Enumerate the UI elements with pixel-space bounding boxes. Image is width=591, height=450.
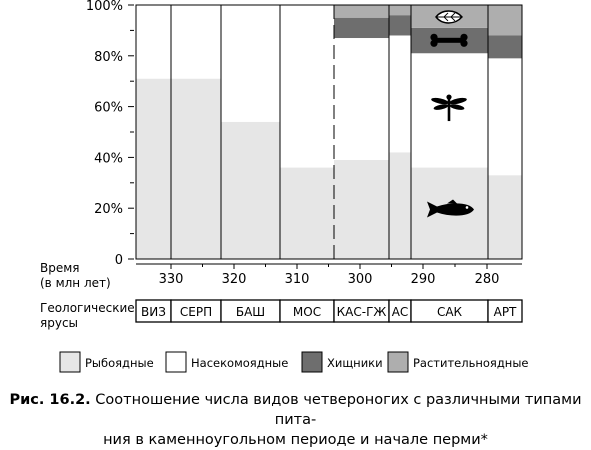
- stage-label-2: СЕРП: [180, 305, 212, 319]
- figure-caption: Рис. 16.2. Соотношение числа видов четве…: [0, 390, 591, 450]
- bar-4-series-1: [280, 167, 334, 259]
- bar-6-series-2: [389, 35, 411, 153]
- bar-8-series-1: [488, 175, 522, 259]
- caption-line-1: Соотношение числа видов четвероногих с р…: [95, 392, 582, 428]
- category-icons: [427, 10, 474, 218]
- legend-swatch-1: [59, 351, 81, 373]
- bar-5-series-4: [334, 5, 389, 18]
- legend-label-2: Насекомоядные: [191, 356, 288, 370]
- caption-line-2: ния в каменноугольном периоде и начале п…: [103, 432, 488, 448]
- legend-swatch-3: [301, 351, 323, 373]
- y-axis: 0 20% 40% 60% 80% 100%: [86, 0, 134, 268]
- bar-6-series-1: [389, 152, 411, 259]
- stage-label-6: АС: [392, 305, 409, 319]
- stacked-bars: [136, 5, 522, 259]
- legend-label-1: Рыбоядные: [85, 356, 154, 370]
- time-tick-label-5: 290: [411, 272, 436, 287]
- stage-label-1: ВИЗ: [141, 305, 166, 319]
- bar-2-series-1: [171, 78, 221, 259]
- bar-8-series-3: [488, 35, 522, 59]
- bar-8-series-4: [488, 5, 522, 36]
- time-tick-label-6: 280: [475, 272, 500, 287]
- bar-5-series-1: [334, 159, 389, 259]
- time-tick-label-4: 300: [348, 272, 373, 287]
- stage-label-5: КАС-ГЖ: [337, 305, 387, 319]
- bar-3-series-1: [221, 121, 280, 259]
- time-tick-label-2: 320: [222, 272, 247, 287]
- time-title: Время: [40, 261, 80, 275]
- fish-icon: [427, 199, 474, 218]
- chart: 0 20% 40% 60% 80% 100% Время(в млн лет) 330 320…: [40, 0, 528, 373]
- leaf-icon: [435, 10, 463, 24]
- legend-label-3: Хищники: [327, 356, 383, 370]
- legend-swatch-2: [165, 351, 187, 373]
- bar-3-series-2: [221, 5, 280, 122]
- bar-5-series-2: [334, 38, 389, 160]
- legend-label-4: Растительноядные: [413, 356, 528, 370]
- stage-label-4: МОС: [293, 305, 321, 319]
- stage-label-7: САК: [437, 305, 463, 319]
- bone-icon: [430, 33, 468, 47]
- bar-4-series-2: [280, 5, 334, 168]
- bar-6-series-3: [389, 15, 411, 36]
- stage-subtitle: ярусы: [40, 316, 78, 330]
- y-tick-label-1: 0: [115, 253, 123, 268]
- y-tick-label-5: 80%: [94, 50, 123, 65]
- stage-cell-8: [487, 299, 523, 323]
- legend: Рыбоядные Насекомоядные Хищники Растительно…: [59, 351, 528, 373]
- y-tick-label-6: 100%: [86, 0, 123, 14]
- time-tick-label-3: 310: [285, 272, 310, 287]
- bar-5-series-3: [334, 17, 389, 39]
- time-tick-label-1: 330: [159, 272, 184, 287]
- y-tick-label-3: 40%: [94, 151, 123, 166]
- stage-label-3: БАШ: [236, 305, 265, 319]
- dragonfly-icon: [431, 94, 467, 122]
- plot-frame: [135, 4, 523, 260]
- caption-label: Рис. 16.2.: [9, 392, 91, 408]
- bar-1-series-2: [136, 5, 171, 79]
- y-tick-label-2: 20%: [94, 202, 123, 217]
- bar-8-series-2: [488, 58, 522, 176]
- bar-2-series-2: [171, 5, 221, 79]
- legend-swatch-4: [387, 351, 409, 373]
- bar-6-series-4: [389, 5, 411, 16]
- stage-label-8: АРТ: [494, 305, 517, 319]
- bar-1-series-1: [136, 78, 171, 259]
- y-tick-label-4: 60%: [94, 101, 123, 116]
- time-subtitle: (в млн лет): [40, 276, 111, 290]
- plot-border: [135, 4, 523, 260]
- time-axis: Время(в млн лет) 330 320 310 300 290 280: [40, 261, 522, 290]
- stage-title: Геологические: [40, 301, 135, 315]
